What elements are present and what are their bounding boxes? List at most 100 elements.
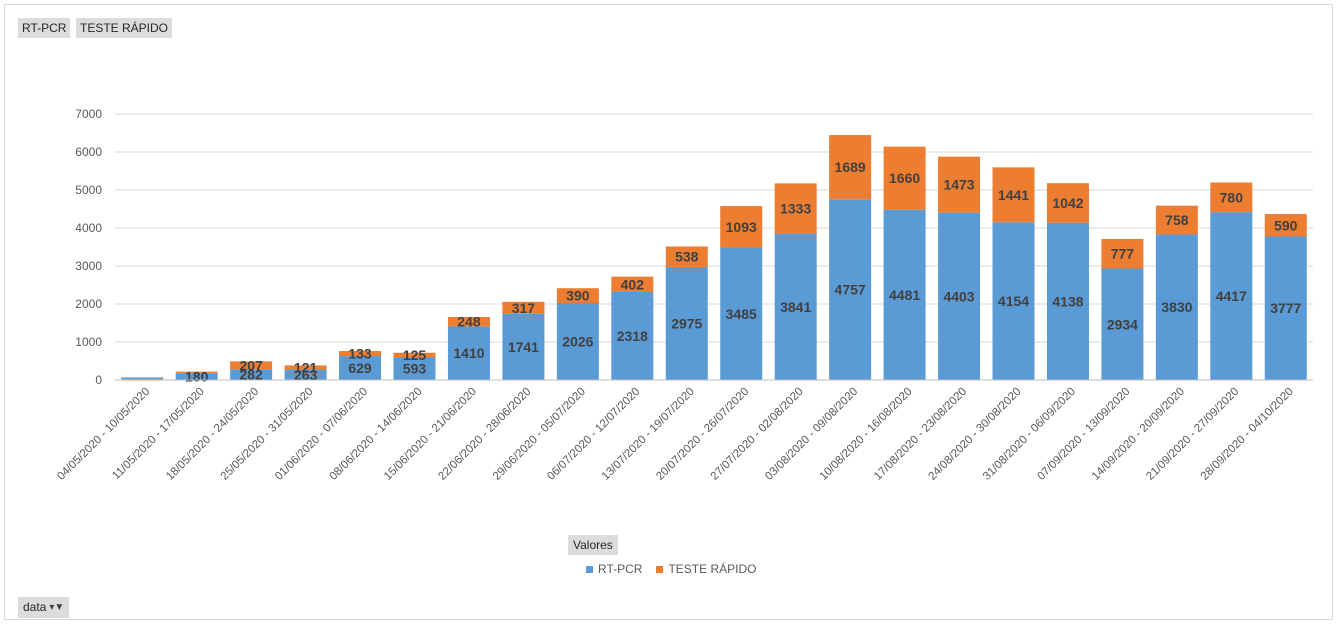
legend-label-teste-rapido: TESTE RÁPIDO [668, 562, 757, 576]
chart-frame [4, 4, 1333, 620]
bar-teste-rapido [121, 377, 164, 379]
bar-teste-rapido [502, 301, 545, 314]
legend-item-rt-pcr: RT-PCR [586, 562, 642, 576]
data-label-rt-pcr: 4757 [835, 282, 866, 298]
bar-rt-pcr [1210, 212, 1253, 380]
x-category-label: 10/08/2020 - 16/08/2020 [818, 386, 915, 483]
x-category-label: 13/07/2020 - 19/07/2020 [600, 386, 697, 483]
bar-teste-rapido [284, 365, 327, 371]
data-label-teste-rapido: 1093 [726, 219, 757, 235]
bar-rt-pcr [1155, 234, 1198, 380]
bar-teste-rapido [611, 276, 654, 292]
legend-swatch-rt-pcr [586, 565, 593, 573]
data-label-teste-rapido: 133 [348, 346, 372, 362]
data-label-teste-rapido: 1660 [889, 170, 920, 186]
bar-teste-rapido [1046, 183, 1089, 223]
bar-rt-pcr [1101, 268, 1144, 380]
bar-teste-rapido [1210, 182, 1253, 213]
data-label-teste-rapido: 1333 [780, 201, 811, 217]
bar-teste-rapido [447, 316, 490, 327]
x-category-label: 21/09/2020 - 27/09/2020 [1144, 386, 1241, 483]
y-tick-label: 5000 [75, 183, 102, 197]
data-label-rt-pcr: 4403 [943, 288, 974, 304]
data-label-rt-pcr: 2975 [671, 315, 702, 331]
bar-rt-pcr [774, 234, 817, 380]
bar-rt-pcr [611, 291, 654, 380]
x-category-label: 15/06/2020 - 21/06/2020 [382, 386, 479, 483]
y-tick-label: 1000 [75, 335, 102, 349]
bar-teste-rapido [1101, 238, 1144, 269]
data-label-rt-pcr: 593 [403, 361, 427, 377]
legend-swatch-teste-rapido [656, 565, 664, 573]
bar-teste-rapido [339, 351, 382, 357]
x-category-label: 28/09/2020 - 04/10/2020 [1199, 386, 1296, 483]
y-tick-label: 4000 [75, 221, 102, 235]
legend: RT-PCR TESTE RÁPIDO [586, 562, 756, 576]
data-label-rt-pcr: 1741 [508, 339, 539, 355]
bar-rt-pcr [665, 266, 708, 380]
bar-rt-pcr [556, 303, 599, 380]
field-button-teste-rapido[interactable]: TESTE RÁPIDO [76, 18, 173, 38]
data-label-teste-rapido: 121 [294, 360, 318, 376]
data-filter-label: data [23, 600, 47, 614]
bar-rt-pcr [393, 357, 436, 380]
data-label-teste-rapido: 390 [566, 288, 590, 304]
x-category-label: 01/06/2020 - 07/06/2020 [273, 386, 370, 483]
data-label-rt-pcr: 4154 [998, 293, 1029, 309]
values-field-button[interactable]: Valores [568, 535, 618, 555]
bar-rt-pcr [339, 356, 382, 380]
bar-teste-rapido [665, 246, 708, 267]
data-filter-button[interactable]: data ▾▼ [18, 597, 70, 618]
data-label-rt-pcr: 282 [239, 367, 263, 383]
bar-teste-rapido [829, 135, 872, 200]
data-label-rt-pcr: 4481 [889, 287, 920, 303]
data-label-teste-rapido: 248 [457, 314, 481, 330]
bar-teste-rapido [230, 361, 273, 370]
y-tick-label: 3000 [75, 259, 102, 273]
field-button-rt-pcr[interactable]: RT-PCR [18, 18, 71, 38]
bar-rt-pcr [230, 369, 273, 380]
data-label-teste-rapido: 125 [403, 347, 427, 363]
data-label-teste-rapido: 1689 [835, 159, 866, 175]
legend-item-teste-rapido: TESTE RÁPIDO [656, 562, 756, 576]
x-category-label: 04/05/2020 - 10/05/2020 [55, 386, 152, 483]
y-tick-label: 6000 [75, 145, 102, 159]
bar-teste-rapido [938, 156, 981, 213]
x-category-label: 17/08/2020 - 23/08/2020 [872, 386, 969, 483]
x-category-label: 14/09/2020 - 20/09/2020 [1090, 386, 1187, 483]
data-label-rt-pcr: 3841 [780, 299, 811, 315]
data-label-rt-pcr: 629 [348, 360, 372, 376]
data-label-rt-pcr: 4138 [1052, 293, 1083, 309]
x-category-label: 31/08/2020 - 06/09/2020 [981, 386, 1078, 483]
bar-teste-rapido [1155, 205, 1198, 235]
x-category-label: 06/07/2020 - 12/07/2020 [545, 386, 642, 483]
bar-rt-pcr [720, 247, 763, 380]
x-category-label: 11/05/2020 - 17/05/2020 [110, 386, 207, 483]
data-label-rt-pcr: 263 [294, 367, 318, 383]
bar-rt-pcr [284, 370, 327, 380]
stacked-bar-chart: 0 1000 2000 3000 4000 5000 6000 7000 04/05/2020 … [55, 107, 1313, 483]
data-label-rt-pcr: 2934 [1107, 316, 1138, 332]
bar-teste-rapido [556, 288, 599, 304]
data-label-rt-pcr: 2318 [617, 328, 648, 344]
bar-rt-pcr [829, 199, 872, 380]
data-label-rt-pcr: 3830 [1161, 299, 1192, 315]
x-category-label: 29/06/2020 - 05/07/2020 [491, 386, 588, 483]
bar-teste-rapido [1264, 214, 1307, 237]
y-tick-label: 2000 [75, 297, 102, 311]
x-category-label: 24/08/2020 - 30/08/2020 [927, 386, 1024, 483]
bar-rt-pcr [883, 209, 926, 380]
data-label-teste-rapido: 402 [621, 276, 645, 292]
data-label-teste-rapido: 1473 [943, 177, 974, 193]
x-category-label: 08/06/2020 - 14/06/2020 [328, 386, 425, 483]
data-label-rt-pcr: 3485 [726, 306, 757, 322]
data-label-rt-pcr: 1410 [453, 345, 484, 361]
bar-teste-rapido [992, 167, 1035, 223]
bar-rt-pcr [447, 326, 490, 380]
bar-teste-rapido [175, 371, 218, 374]
bar-rt-pcr [992, 222, 1035, 380]
bar-rt-pcr [1264, 236, 1307, 380]
y-tick-label: 7000 [75, 107, 102, 121]
data-label-rt-pcr: 2026 [562, 334, 593, 350]
x-category-label: 22/06/2020 - 28/06/2020 [436, 386, 533, 483]
